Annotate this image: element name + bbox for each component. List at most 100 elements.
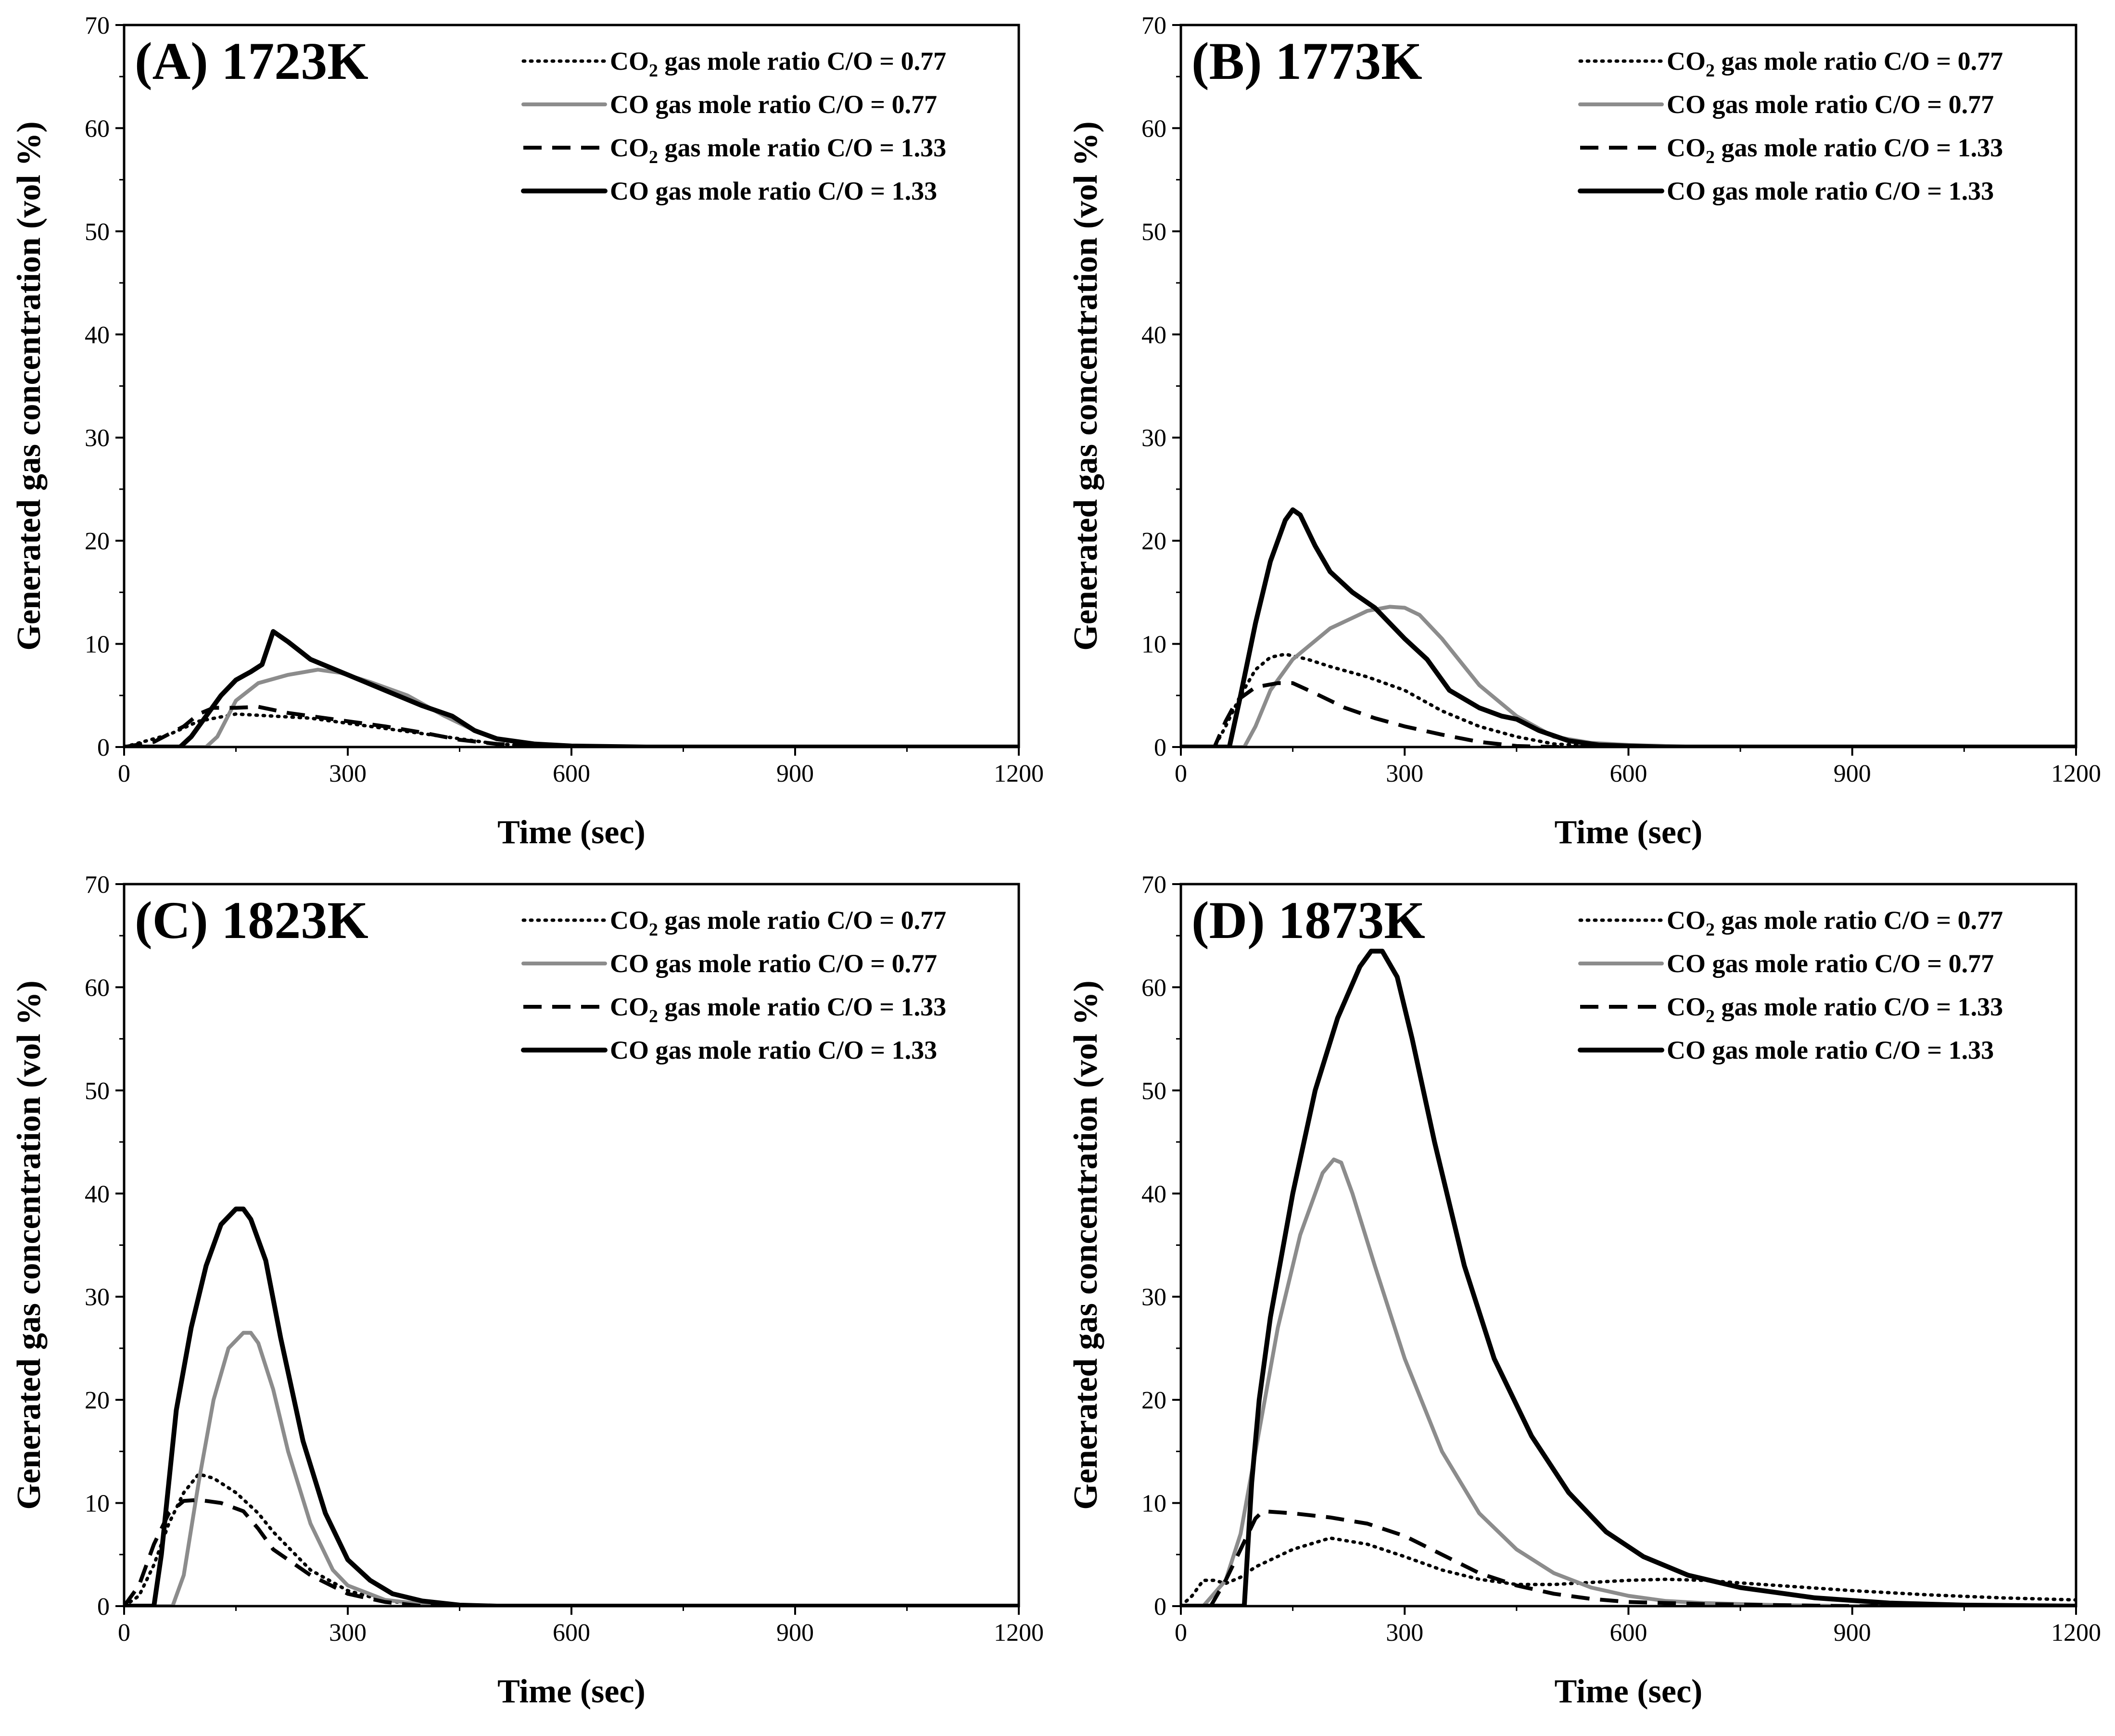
x-axis-title: Time (sec)	[1555, 814, 1703, 851]
y-tick-label: 10	[1141, 631, 1166, 659]
x-tick-label: 600	[553, 1619, 590, 1647]
y-tick-label: 20	[85, 528, 110, 555]
y-tick-label: 0	[1154, 734, 1166, 761]
series-group	[124, 1206, 1019, 1606]
x-tick-label: 1200	[994, 760, 1044, 787]
y-tick-label: 70	[85, 871, 110, 899]
series-group	[1181, 949, 2076, 1606]
legend-label: CO2 gas mole ratio C/O = 0.77	[610, 906, 946, 940]
x-tick-label: 300	[329, 760, 367, 787]
chart-panel: 0 300 600 900 1200 0 10 20 30 40 50 60 70 Time (sec) G…	[1067, 12, 2101, 851]
x-tick-label: 300	[329, 1619, 367, 1647]
x-tick-label: 600	[553, 760, 590, 787]
series-line	[1181, 507, 2076, 747]
legend-label: CO gas mole ratio C/O = 0.77	[1667, 90, 1994, 119]
x-tick-label: 600	[1610, 760, 1647, 787]
panel-title: (D) 1873K	[1191, 891, 1425, 950]
x-tick-label: 300	[1386, 1619, 1423, 1647]
y-axis-title: Generated gas concentration (vol %)	[1067, 121, 1104, 650]
series-group	[1181, 507, 2076, 747]
x-tick-label: 900	[776, 760, 814, 787]
series-line	[124, 1206, 1019, 1606]
legend-label: CO2 gas mole ratio C/O = 1.33	[1667, 992, 2003, 1026]
y-tick-label: 0	[1154, 1593, 1166, 1621]
y-axis-title: Generated gas concentration (vol %)	[11, 121, 48, 650]
y-tick-label: 10	[85, 631, 110, 659]
x-tick-label: 900	[1834, 760, 1871, 787]
x-tick-label: 1200	[2051, 1619, 2101, 1647]
x-tick-label: 0	[1175, 1619, 1187, 1647]
y-tick-label: 50	[85, 218, 110, 246]
y-tick-label: 60	[1141, 974, 1166, 1001]
legend: CO2 gas mole ratio C/O = 0.77 CO gas mole…	[521, 906, 946, 1064]
legend-label: CO2 gas mole ratio C/O = 0.77	[1667, 47, 2003, 81]
y-tick-label: 20	[1141, 1387, 1166, 1414]
y-tick-label: 0	[97, 734, 110, 761]
x-tick-label: 0	[1175, 760, 1187, 787]
x-tick-label: 900	[776, 1619, 814, 1647]
y-tick-label: 20	[1141, 528, 1166, 555]
legend-label: CO gas mole ratio C/O = 1.33	[1667, 177, 1994, 205]
legend-label: CO2 gas mole ratio C/O = 1.33	[1667, 133, 2003, 167]
series-line	[124, 629, 1019, 747]
series-line	[124, 1331, 1019, 1606]
y-tick-label: 70	[1141, 12, 1166, 39]
y-tick-label: 50	[85, 1077, 110, 1105]
legend: CO2 gas mole ratio C/O = 0.77 CO gas mole…	[1578, 47, 2003, 205]
y-tick-label: 50	[1141, 1077, 1166, 1105]
y-tick-label: 70	[85, 12, 110, 39]
legend-label: CO gas mole ratio C/O = 1.33	[1667, 1036, 1994, 1064]
legend: CO2 gas mole ratio C/O = 0.77 CO gas mole…	[1578, 906, 2003, 1064]
legend-label: CO gas mole ratio C/O = 0.77	[1667, 949, 1994, 978]
y-tick-label: 50	[1141, 218, 1166, 246]
chart-panel: 0 300 600 900 1200 0 10 20 30 40 50 60 70 Time (sec) G…	[1067, 871, 2101, 1710]
y-tick-label: 70	[1141, 871, 1166, 899]
series-line	[124, 705, 1019, 747]
chart-panel: 0 300 600 900 1200 0 10 20 30 40 50 60 70 Time (sec) G…	[11, 871, 1044, 1710]
x-tick-label: 0	[118, 760, 130, 787]
y-tick-label: 30	[1141, 425, 1166, 452]
legend-label: CO2 gas mole ratio C/O = 0.77	[610, 47, 946, 81]
x-tick-label: 1200	[2051, 760, 2101, 787]
y-tick-label: 60	[85, 115, 110, 142]
series-line	[1181, 1509, 2076, 1606]
y-tick-label: 10	[85, 1490, 110, 1518]
x-tick-label: 1200	[994, 1619, 1044, 1647]
legend: CO2 gas mole ratio C/O = 0.77 CO gas mole…	[521, 47, 946, 205]
legend-label: CO gas mole ratio C/O = 1.33	[610, 1036, 937, 1064]
x-tick-label: 300	[1386, 760, 1423, 787]
legend-label: CO2 gas mole ratio C/O = 0.77	[1667, 906, 2003, 940]
x-tick-label: 0	[118, 1619, 130, 1647]
panel-title: (A) 1723K	[135, 32, 368, 90]
series-line	[124, 1498, 1019, 1606]
panel-title: (C) 1823K	[135, 891, 368, 950]
y-tick-label: 30	[85, 1284, 110, 1311]
x-axis-title: Time (sec)	[497, 814, 646, 851]
series-line	[1181, 681, 2076, 747]
y-tick-label: 0	[97, 1593, 110, 1621]
chart-panel: 0 300 600 900 1200 0 10 20 30 40 50 60 70 Time (sec) G…	[11, 12, 1044, 851]
legend-label: CO gas mole ratio C/O = 0.77	[610, 949, 937, 978]
y-tick-label: 40	[1141, 1180, 1166, 1208]
legend-label: CO2 gas mole ratio C/O = 1.33	[610, 133, 946, 167]
y-tick-label: 20	[85, 1387, 110, 1414]
y-tick-label: 30	[85, 425, 110, 452]
x-tick-label: 600	[1610, 1619, 1647, 1647]
y-tick-label: 40	[85, 321, 110, 349]
series-line	[1181, 949, 2076, 1606]
legend-label: CO gas mole ratio C/O = 0.77	[610, 90, 937, 119]
y-axis-title: Generated gas concentration (vol %)	[1067, 980, 1104, 1509]
legend-label: CO gas mole ratio C/O = 1.33	[610, 177, 937, 205]
panel-title: (B) 1773K	[1191, 32, 1422, 90]
y-tick-label: 30	[1141, 1284, 1166, 1311]
y-tick-label: 40	[1141, 321, 1166, 349]
y-tick-label: 10	[1141, 1490, 1166, 1518]
y-axis-title: Generated gas concentration (vol %)	[11, 980, 48, 1509]
legend-label: CO2 gas mole ratio C/O = 1.33	[610, 992, 946, 1026]
x-axis-title: Time (sec)	[1555, 1673, 1703, 1710]
x-tick-label: 900	[1834, 1619, 1871, 1647]
y-tick-label: 60	[1141, 115, 1166, 142]
x-axis-title: Time (sec)	[497, 1673, 646, 1710]
y-tick-label: 60	[85, 974, 110, 1001]
